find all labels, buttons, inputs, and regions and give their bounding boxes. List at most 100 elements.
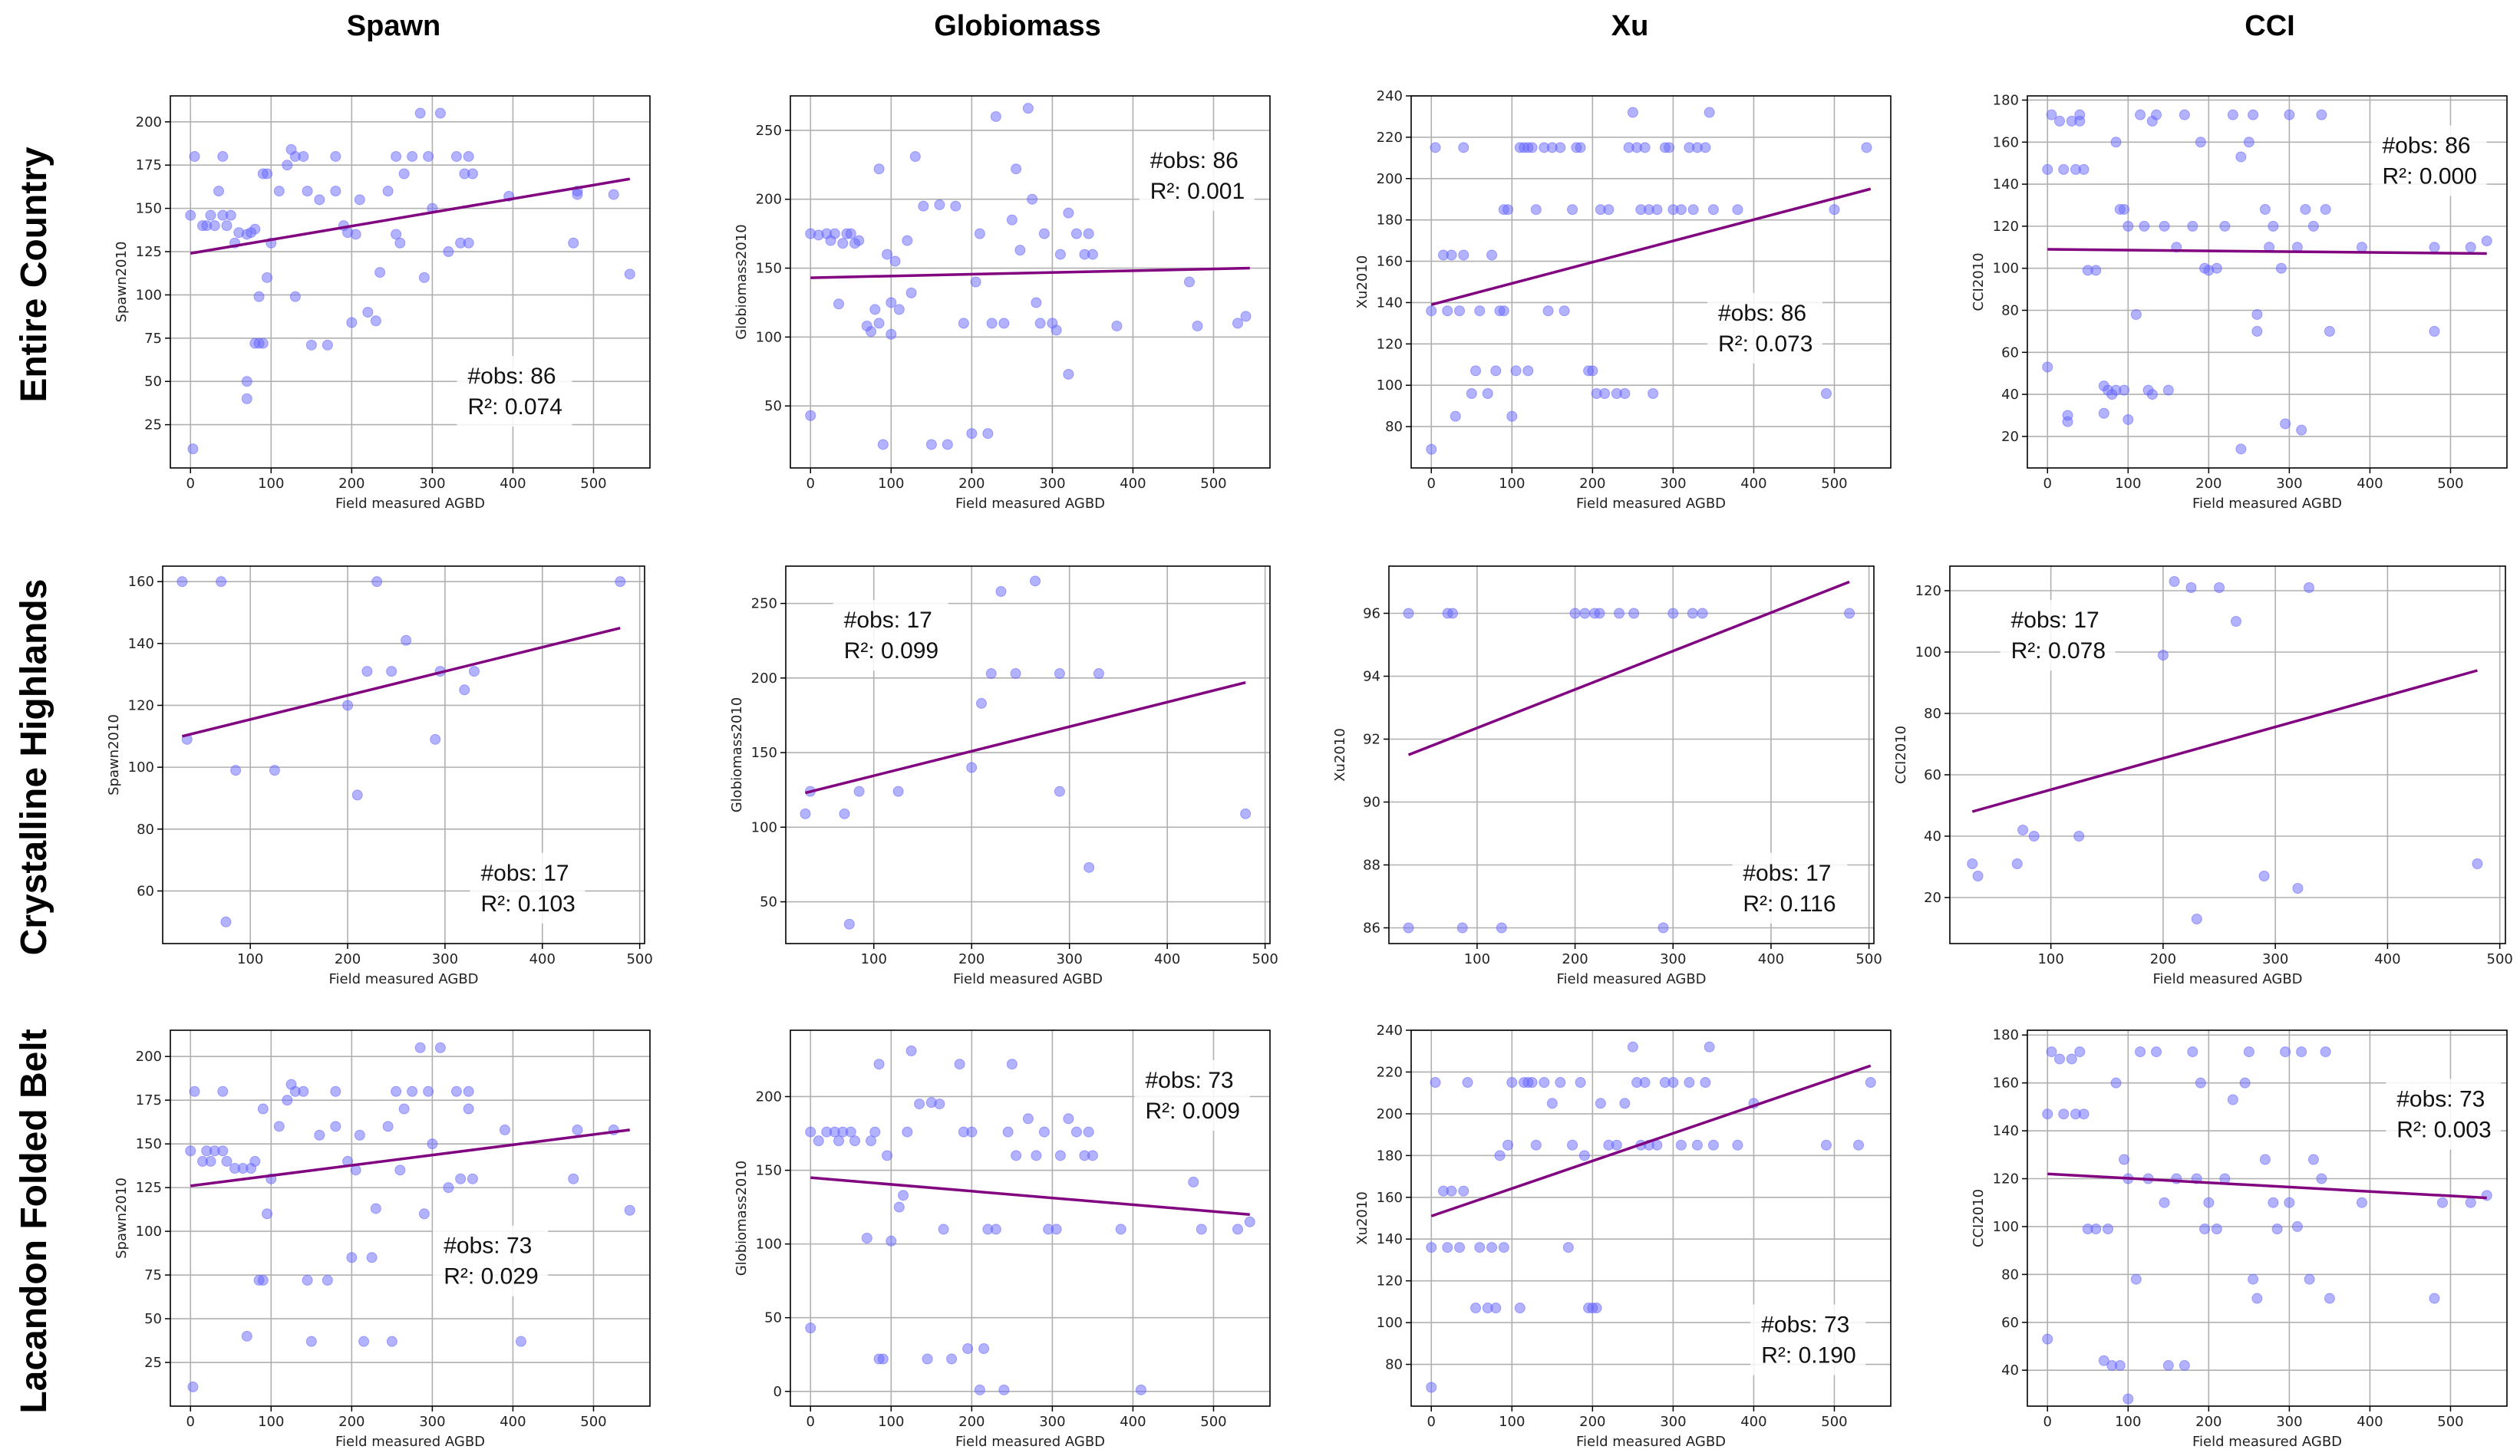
data-point	[1972, 871, 1984, 881]
panel-lacandon-folded-belt-spawn: 0 100 200 300 400 500 25 50 75 100 125 150 175 200 Fie…	[114, 1029, 651, 1450]
data-point	[1844, 608, 1855, 619]
axes-frame	[785, 565, 1271, 944]
data-point	[2028, 831, 2040, 842]
data-point	[189, 150, 200, 162]
x-tick-label: 200	[338, 476, 364, 492]
trend-line	[1430, 1064, 1872, 1217]
data-point	[975, 697, 987, 709]
data-point	[962, 1343, 974, 1355]
data-point	[1498, 305, 1509, 317]
data-point	[221, 220, 233, 232]
x-tick-label: 300	[2276, 1414, 2302, 1430]
x-tick-label: 500	[626, 951, 652, 967]
data-point	[2042, 1108, 2053, 1120]
y-tick-label: 240	[1377, 1023, 1403, 1039]
y-tick-label: 100	[1377, 1315, 1403, 1331]
data-point	[2429, 242, 2440, 253]
data-point	[1700, 1077, 1711, 1089]
data-point	[2465, 242, 2476, 253]
data-point	[1442, 305, 1453, 317]
data-point	[342, 700, 354, 711]
data-point	[998, 318, 1010, 329]
x-tick-label: 0	[806, 476, 815, 492]
data-point	[914, 1099, 925, 1110]
r-squared-label: R²: 0.103	[480, 891, 575, 917]
r-squared-label: R²: 0.000	[2383, 164, 2477, 189]
data-point	[1426, 443, 1437, 455]
data-point	[1555, 1077, 1566, 1089]
data-point	[1446, 249, 1457, 261]
data-point	[217, 1145, 229, 1157]
data-point	[902, 235, 913, 246]
x-tick-label: 300	[419, 476, 445, 492]
data-point	[2139, 220, 2150, 232]
data-point	[1426, 1382, 1437, 1393]
data-point	[1675, 1139, 1687, 1151]
data-point	[217, 150, 229, 162]
column-title-cci: CCI	[2245, 10, 2294, 42]
x-tick-label: 300	[2262, 951, 2288, 967]
data-point	[925, 439, 937, 450]
y-tick-label: 180	[1993, 1027, 2019, 1043]
y-tick-label: 120	[128, 697, 154, 713]
data-point	[2046, 109, 2057, 120]
x-tick-label: 400	[2374, 951, 2400, 967]
data-point	[1442, 1242, 1453, 1253]
stats-box	[433, 1225, 549, 1296]
data-point	[2472, 858, 2483, 869]
x-tick-label: 200	[958, 1414, 985, 1430]
data-point	[2243, 1046, 2254, 1058]
x-tick-label: 300	[2276, 476, 2302, 492]
data-point	[374, 267, 386, 278]
data-point	[2046, 1046, 2057, 1058]
x-axis-label: Field measured AGBD	[1556, 971, 1706, 987]
x-tick-label: 200	[2150, 951, 2176, 967]
y-tick-label: 88	[1363, 858, 1380, 874]
data-point	[882, 249, 893, 260]
y-tick-label: 60	[2001, 344, 2019, 361]
y-tick-label: 250	[756, 123, 782, 139]
x-tick-label: 200	[958, 951, 985, 967]
panel-entire-country-xu: 0 100 200 300 400 500 80 100 120 140 160 180 200 220 2…	[1354, 88, 1892, 512]
data-point	[2062, 416, 2073, 427]
data-point	[1578, 1150, 1590, 1161]
y-tick-label: 60	[2001, 1315, 2019, 1331]
panel-entire-country-globiomass: 0 100 200 300 400 500 50 100 150 200 250 Field meas…	[734, 95, 1271, 512]
data-point	[2214, 582, 2225, 593]
data-point	[572, 189, 583, 200]
data-point	[2119, 384, 2130, 396]
data-point	[1031, 1150, 1042, 1161]
data-point	[423, 150, 434, 162]
data-point	[1967, 858, 1978, 869]
y-tick-label: 180	[1993, 92, 2019, 108]
data-point	[346, 1252, 358, 1263]
data-point	[257, 338, 269, 349]
data-point	[434, 107, 446, 119]
data-point	[2296, 424, 2307, 436]
data-point	[298, 150, 309, 162]
data-point	[1707, 204, 1719, 216]
y-axis-label: CCI2010	[1971, 252, 1987, 311]
x-tick-label: 200	[2195, 1414, 2221, 1430]
y-tick-label: 40	[2001, 387, 2019, 403]
data-point	[515, 1336, 526, 1347]
y-tick-label: 50	[144, 1311, 162, 1327]
data-point	[249, 223, 261, 235]
y-tick-label: 160	[1377, 254, 1403, 270]
x-tick-label: 300	[432, 951, 458, 967]
y-tick-label: 120	[1377, 336, 1403, 352]
obs-count-label: #obs: 17	[2011, 608, 2099, 633]
x-axis-label: Field measured AGBD	[335, 1434, 485, 1450]
data-point	[2219, 220, 2231, 232]
data-point	[386, 666, 397, 677]
data-point	[1430, 1077, 1441, 1089]
data-point	[1038, 1126, 1050, 1138]
data-point	[205, 1155, 216, 1167]
y-tick-label: 100	[136, 1224, 162, 1240]
x-tick-label: 400	[500, 1414, 526, 1430]
data-point	[1093, 668, 1104, 680]
data-point	[2058, 163, 2070, 175]
y-tick-label: 75	[144, 1267, 162, 1283]
data-point	[185, 209, 196, 221]
data-point	[1454, 1242, 1466, 1253]
